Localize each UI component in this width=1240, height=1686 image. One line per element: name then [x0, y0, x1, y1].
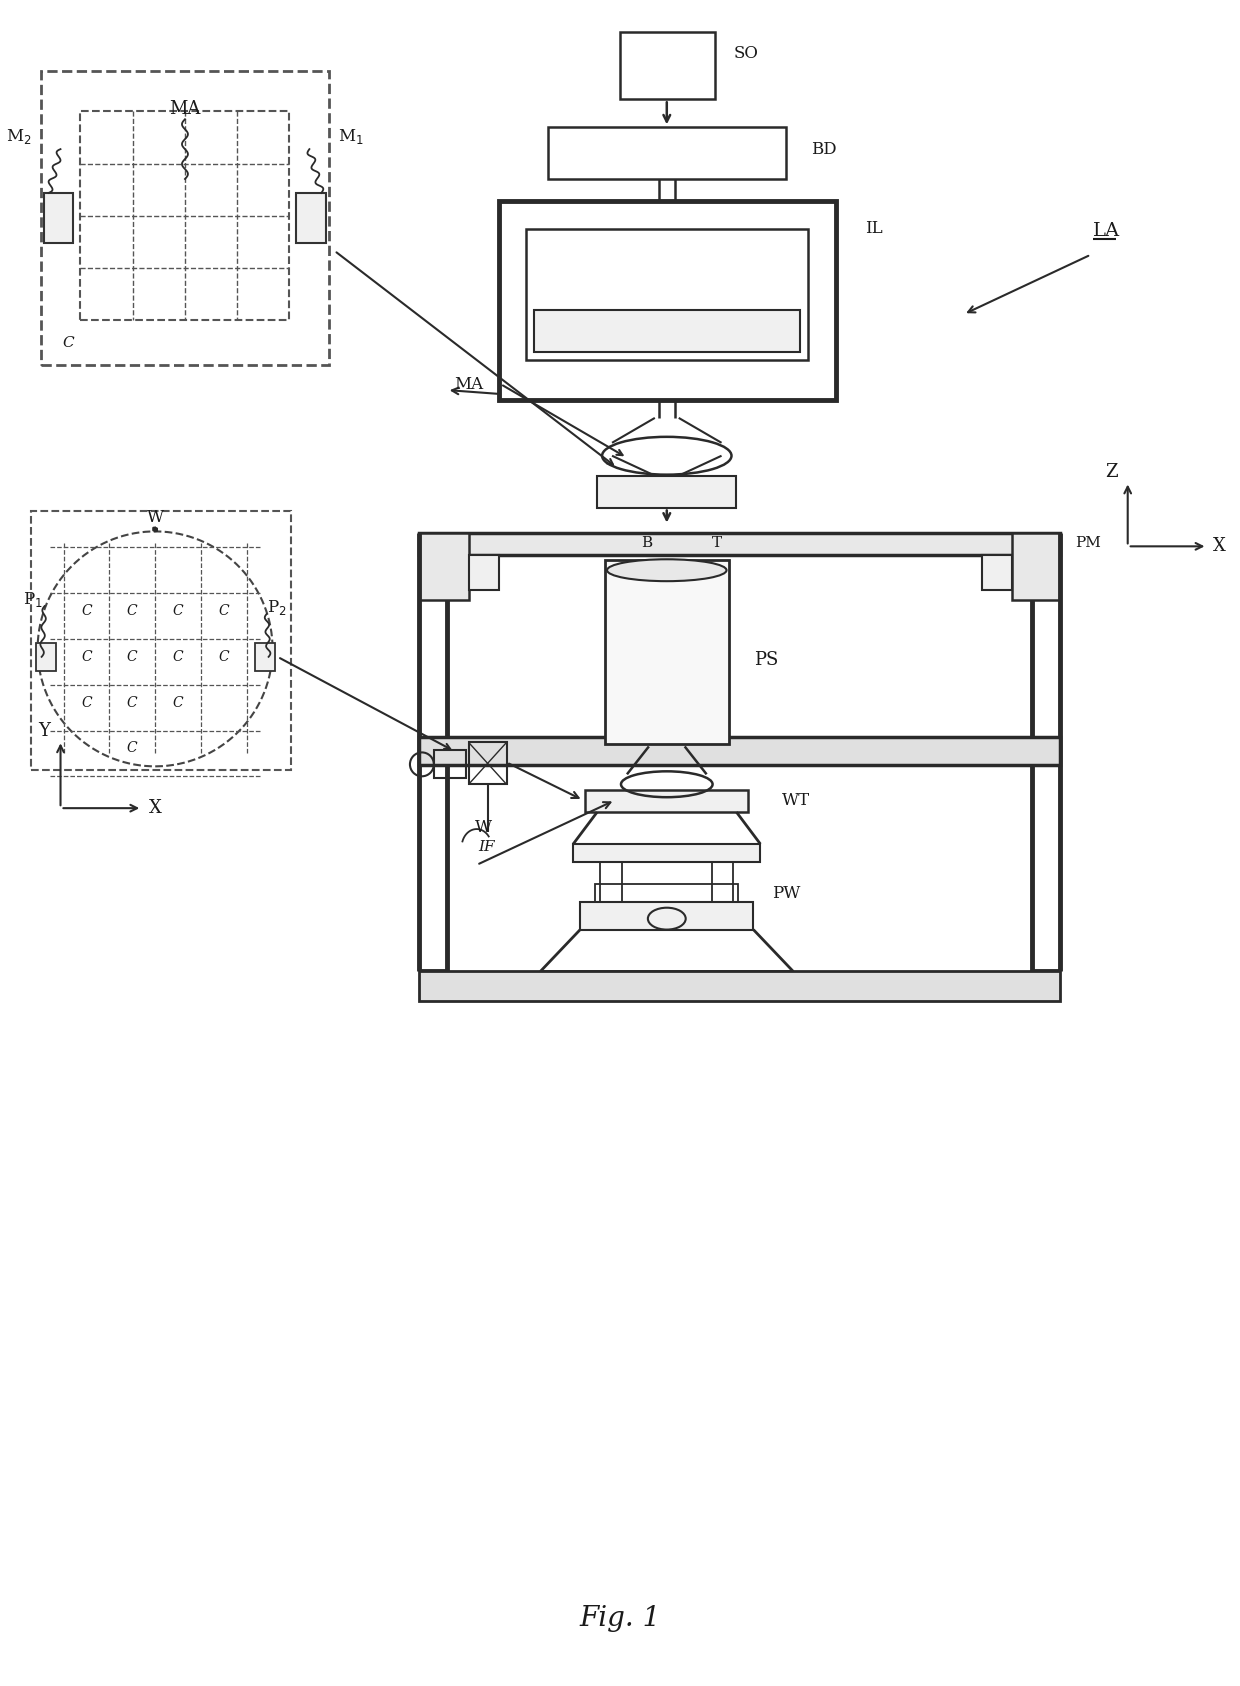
- Bar: [31, 511, 291, 771]
- Text: C: C: [126, 696, 138, 710]
- Text: P$_2$: P$_2$: [267, 597, 286, 617]
- Text: B: B: [641, 536, 652, 550]
- Bar: [43, 192, 73, 243]
- Text: C: C: [218, 649, 229, 664]
- Text: T: T: [712, 536, 722, 550]
- Bar: [573, 845, 760, 862]
- Bar: [527, 229, 808, 361]
- Text: SO: SO: [734, 46, 759, 62]
- Text: PM: PM: [1075, 536, 1101, 550]
- Bar: [254, 642, 274, 671]
- Bar: [434, 750, 466, 779]
- Text: M$_2$: M$_2$: [6, 126, 31, 145]
- Text: C: C: [172, 604, 184, 619]
- Bar: [36, 642, 56, 671]
- Text: C: C: [172, 696, 184, 710]
- Bar: [419, 533, 1060, 555]
- Bar: [598, 475, 737, 507]
- Text: X: X: [1213, 538, 1226, 555]
- Bar: [580, 902, 754, 929]
- Bar: [469, 742, 506, 784]
- Bar: [41, 71, 330, 366]
- Text: P$_1$: P$_1$: [22, 590, 42, 609]
- Text: C: C: [126, 649, 138, 664]
- Text: C: C: [81, 696, 92, 710]
- Bar: [585, 791, 749, 813]
- Text: C: C: [172, 649, 184, 664]
- Text: PS: PS: [754, 651, 779, 669]
- Text: C: C: [126, 604, 138, 619]
- Bar: [600, 862, 622, 902]
- Text: Z: Z: [1106, 462, 1118, 481]
- Bar: [605, 560, 729, 745]
- Bar: [419, 737, 1060, 765]
- Text: MA: MA: [454, 376, 482, 393]
- Bar: [712, 862, 734, 902]
- Bar: [1012, 533, 1060, 600]
- Bar: [81, 111, 289, 320]
- Text: W: W: [146, 509, 164, 526]
- Text: Y: Y: [38, 722, 51, 740]
- Text: C: C: [218, 604, 229, 619]
- Text: LA: LA: [1092, 223, 1120, 239]
- Bar: [296, 192, 326, 243]
- Bar: [419, 533, 469, 600]
- Bar: [419, 971, 1060, 1001]
- Text: X: X: [149, 799, 161, 818]
- Text: W: W: [475, 819, 492, 836]
- Text: C: C: [81, 649, 92, 664]
- Text: PW: PW: [773, 885, 801, 902]
- Text: C: C: [63, 336, 74, 351]
- Text: BD: BD: [811, 140, 837, 157]
- Text: C: C: [126, 742, 138, 755]
- Text: C: C: [81, 604, 92, 619]
- Bar: [498, 201, 836, 400]
- Text: MA: MA: [170, 99, 201, 118]
- Bar: [534, 310, 800, 352]
- Text: M$_1$: M$_1$: [339, 126, 365, 145]
- Bar: [548, 126, 786, 179]
- Bar: [595, 883, 739, 902]
- Bar: [620, 32, 714, 99]
- Bar: [982, 555, 1012, 590]
- Text: IF: IF: [479, 840, 495, 855]
- Ellipse shape: [608, 560, 727, 582]
- Bar: [469, 555, 498, 590]
- Text: IL: IL: [866, 221, 883, 238]
- Text: Fig. 1: Fig. 1: [579, 1605, 661, 1632]
- Text: WT: WT: [782, 792, 810, 809]
